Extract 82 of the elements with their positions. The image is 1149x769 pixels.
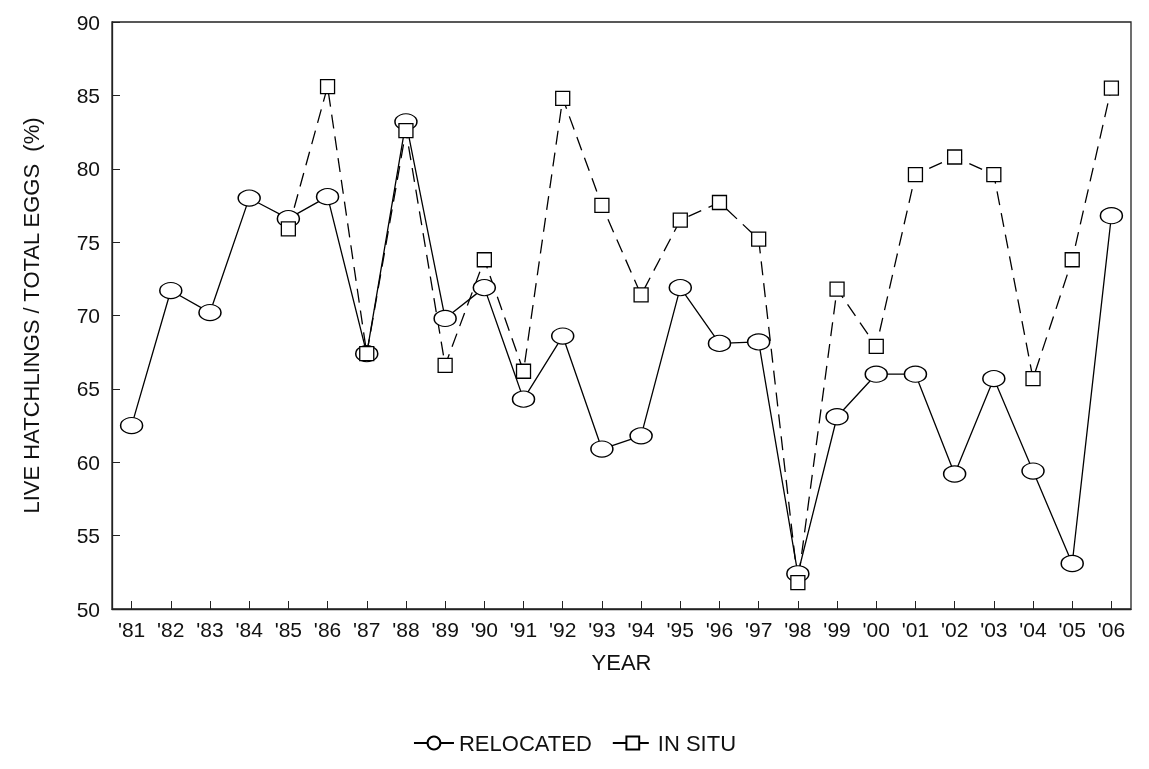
point [864, 365, 888, 383]
point [515, 363, 532, 379]
x-tick-label: '97 [744, 618, 773, 641]
point [946, 149, 963, 165]
point [982, 369, 1006, 388]
point [868, 338, 884, 354]
x-tick-label: '01 [901, 618, 930, 641]
x-tick-label: '86 [313, 618, 342, 641]
point [903, 365, 928, 383]
point [986, 166, 1002, 183]
point [551, 327, 575, 345]
point [511, 390, 536, 408]
point [594, 197, 610, 214]
point [159, 281, 183, 300]
point [590, 440, 614, 458]
y-tick-label: 80 [76, 157, 100, 181]
x-tick-label: '91 [509, 618, 538, 641]
point [907, 166, 924, 183]
x-tick-label: '98 [784, 618, 812, 641]
point [198, 303, 222, 322]
point [315, 187, 340, 206]
y-axis-title: LIVE HATCHLINGS / TOTAL EGGS (%) [18, 117, 44, 514]
point [829, 281, 845, 297]
y-tick-label: 75 [76, 230, 100, 254]
point [1099, 207, 1124, 225]
point [747, 333, 771, 351]
point [629, 427, 653, 445]
point [790, 574, 806, 591]
point [398, 122, 414, 139]
point [319, 78, 336, 95]
x-tick-label: '95 [666, 618, 694, 641]
x-tick-label: '88 [392, 618, 420, 641]
point [472, 278, 496, 297]
point [280, 221, 297, 237]
x-tick-label: '87 [353, 618, 381, 641]
x-tick-label: '02 [940, 618, 969, 641]
point [1060, 554, 1084, 573]
x-tick-label: '90 [470, 618, 499, 641]
point [707, 334, 732, 353]
point [476, 252, 492, 268]
x-tick-label: '04 [1019, 618, 1048, 641]
x-tick-label: '93 [588, 618, 616, 641]
y-tick-label: 55 [76, 524, 100, 548]
point [437, 357, 453, 374]
legend-label: IN SITU [657, 730, 737, 756]
point [825, 408, 849, 426]
point [751, 231, 767, 247]
x-tick-label: '96 [705, 618, 734, 641]
point [119, 416, 144, 435]
y-tick-label: 90 [76, 10, 100, 34]
x-tick-label: '03 [980, 618, 1008, 641]
x-tick-label: '81 [117, 618, 146, 641]
x-tick-label: '99 [823, 618, 851, 641]
x-tick-label: '89 [431, 618, 459, 641]
point [672, 212, 688, 228]
point [1103, 80, 1120, 96]
x-axis-title: YEAR [591, 649, 652, 675]
point [433, 309, 457, 328]
x-tick-label: '85 [274, 618, 303, 641]
point [633, 287, 649, 303]
point [1021, 462, 1045, 480]
point [668, 278, 692, 297]
y-tick-label: 50 [76, 597, 100, 621]
y-tick-label: 70 [76, 304, 100, 327]
point [555, 90, 571, 106]
x-tick-label: '83 [196, 618, 224, 641]
x-tick-label: '82 [157, 618, 185, 641]
legend-label: RELOCATED [458, 730, 592, 756]
point [1025, 370, 1041, 387]
y-tick-label: 60 [76, 450, 100, 474]
point [943, 465, 967, 483]
y-tick-label: 85 [76, 83, 100, 107]
x-tick-label: '00 [862, 618, 890, 641]
x-tick-label: '06 [1097, 618, 1126, 641]
x-tick-label: '94 [627, 618, 656, 641]
x-tick-label: '05 [1058, 618, 1086, 641]
x-tick-label: '92 [549, 618, 577, 641]
x-tick-label: '84 [235, 618, 264, 641]
point [1064, 252, 1080, 268]
point [711, 194, 728, 211]
point [237, 189, 261, 207]
y-tick-label: 65 [76, 377, 100, 401]
